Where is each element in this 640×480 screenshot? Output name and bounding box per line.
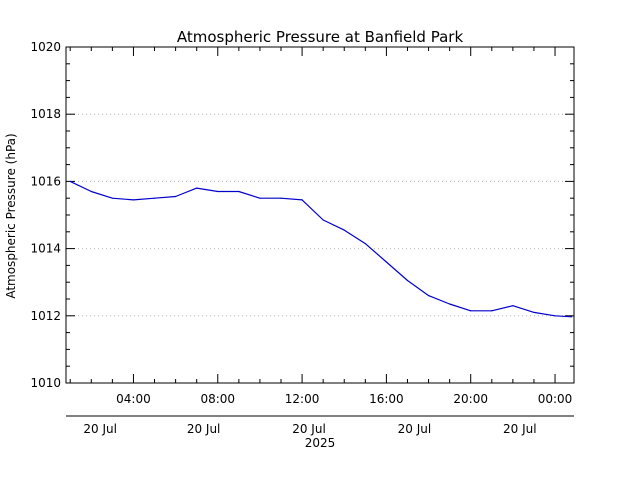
- pressure-data-point: [196, 187, 198, 189]
- date-tick-label: 20 Jul: [503, 422, 537, 436]
- y-tick-label: 1012: [30, 309, 61, 323]
- year-label: 2025: [305, 436, 336, 450]
- ticks: [66, 46, 574, 384]
- plot-frame: [65, 46, 575, 384]
- y-tick-label: 1016: [30, 174, 61, 188]
- pressure-data-point: [364, 242, 366, 245]
- pressure-data-point: [343, 229, 345, 231]
- x-tick-label: 00:00: [538, 392, 573, 406]
- pressure-data-point: [301, 199, 303, 201]
- series: [69, 180, 573, 318]
- date-tick-label: 20 Jul: [187, 422, 221, 436]
- pressure-data-point: [427, 295, 430, 297]
- pressure-data-point: [406, 279, 409, 282]
- y-axis-label: Atmospheric Pressure (hPa): [4, 133, 18, 298]
- tick-labels: 1010 1012 1014 1016 1018 1020 04:00 08:00 12:00 1…: [30, 40, 572, 436]
- pressure-data-point: [491, 310, 493, 312]
- pressure-data-point: [238, 190, 240, 193]
- x-tick-label: 16:00: [369, 392, 404, 406]
- pressure-data-point: [280, 197, 282, 199]
- pressure-data-point: [385, 261, 387, 263]
- date-tick-label: 20 Jul: [292, 422, 326, 436]
- pressure-data-point: [153, 197, 156, 199]
- axes: [65, 46, 575, 417]
- pressure-data-point: [512, 305, 514, 307]
- pressure-data-point: [132, 199, 135, 201]
- pressure-data-point: [90, 190, 92, 193]
- y-tick-label: 1010: [30, 376, 61, 390]
- y-tick-label: 1020: [30, 40, 61, 54]
- y-tick-label: 1014: [30, 242, 61, 256]
- x-tick-label: 12:00: [285, 392, 320, 406]
- date-tick-label: 20 Jul: [83, 422, 117, 436]
- pressure-data-point: [259, 197, 261, 199]
- pressure-data-point: [111, 197, 113, 199]
- pressure-data-point: [322, 219, 324, 221]
- pressure-data-point: [533, 311, 535, 314]
- pressure-data-point: [449, 303, 451, 305]
- y-tick-label: 1018: [30, 107, 61, 121]
- date-tick-label: 20 Jul: [398, 422, 432, 436]
- pressure-data-point: [470, 310, 472, 312]
- pressure-data-point: [175, 195, 177, 198]
- pressure-data-point: [571, 316, 573, 318]
- pressure-data-point: [69, 180, 71, 182]
- chart-title: Atmospheric Pressure at Banfield Park: [177, 28, 464, 46]
- pressure-series-line: [69, 180, 572, 318]
- x-tick-label: 20:00: [453, 392, 488, 406]
- x-tick-label: 04:00: [116, 392, 151, 406]
- pressure-data-point: [554, 315, 556, 317]
- pressure-data-point: [217, 190, 219, 193]
- grid: [66, 113, 574, 317]
- x-tick-label: 08:00: [200, 392, 235, 406]
